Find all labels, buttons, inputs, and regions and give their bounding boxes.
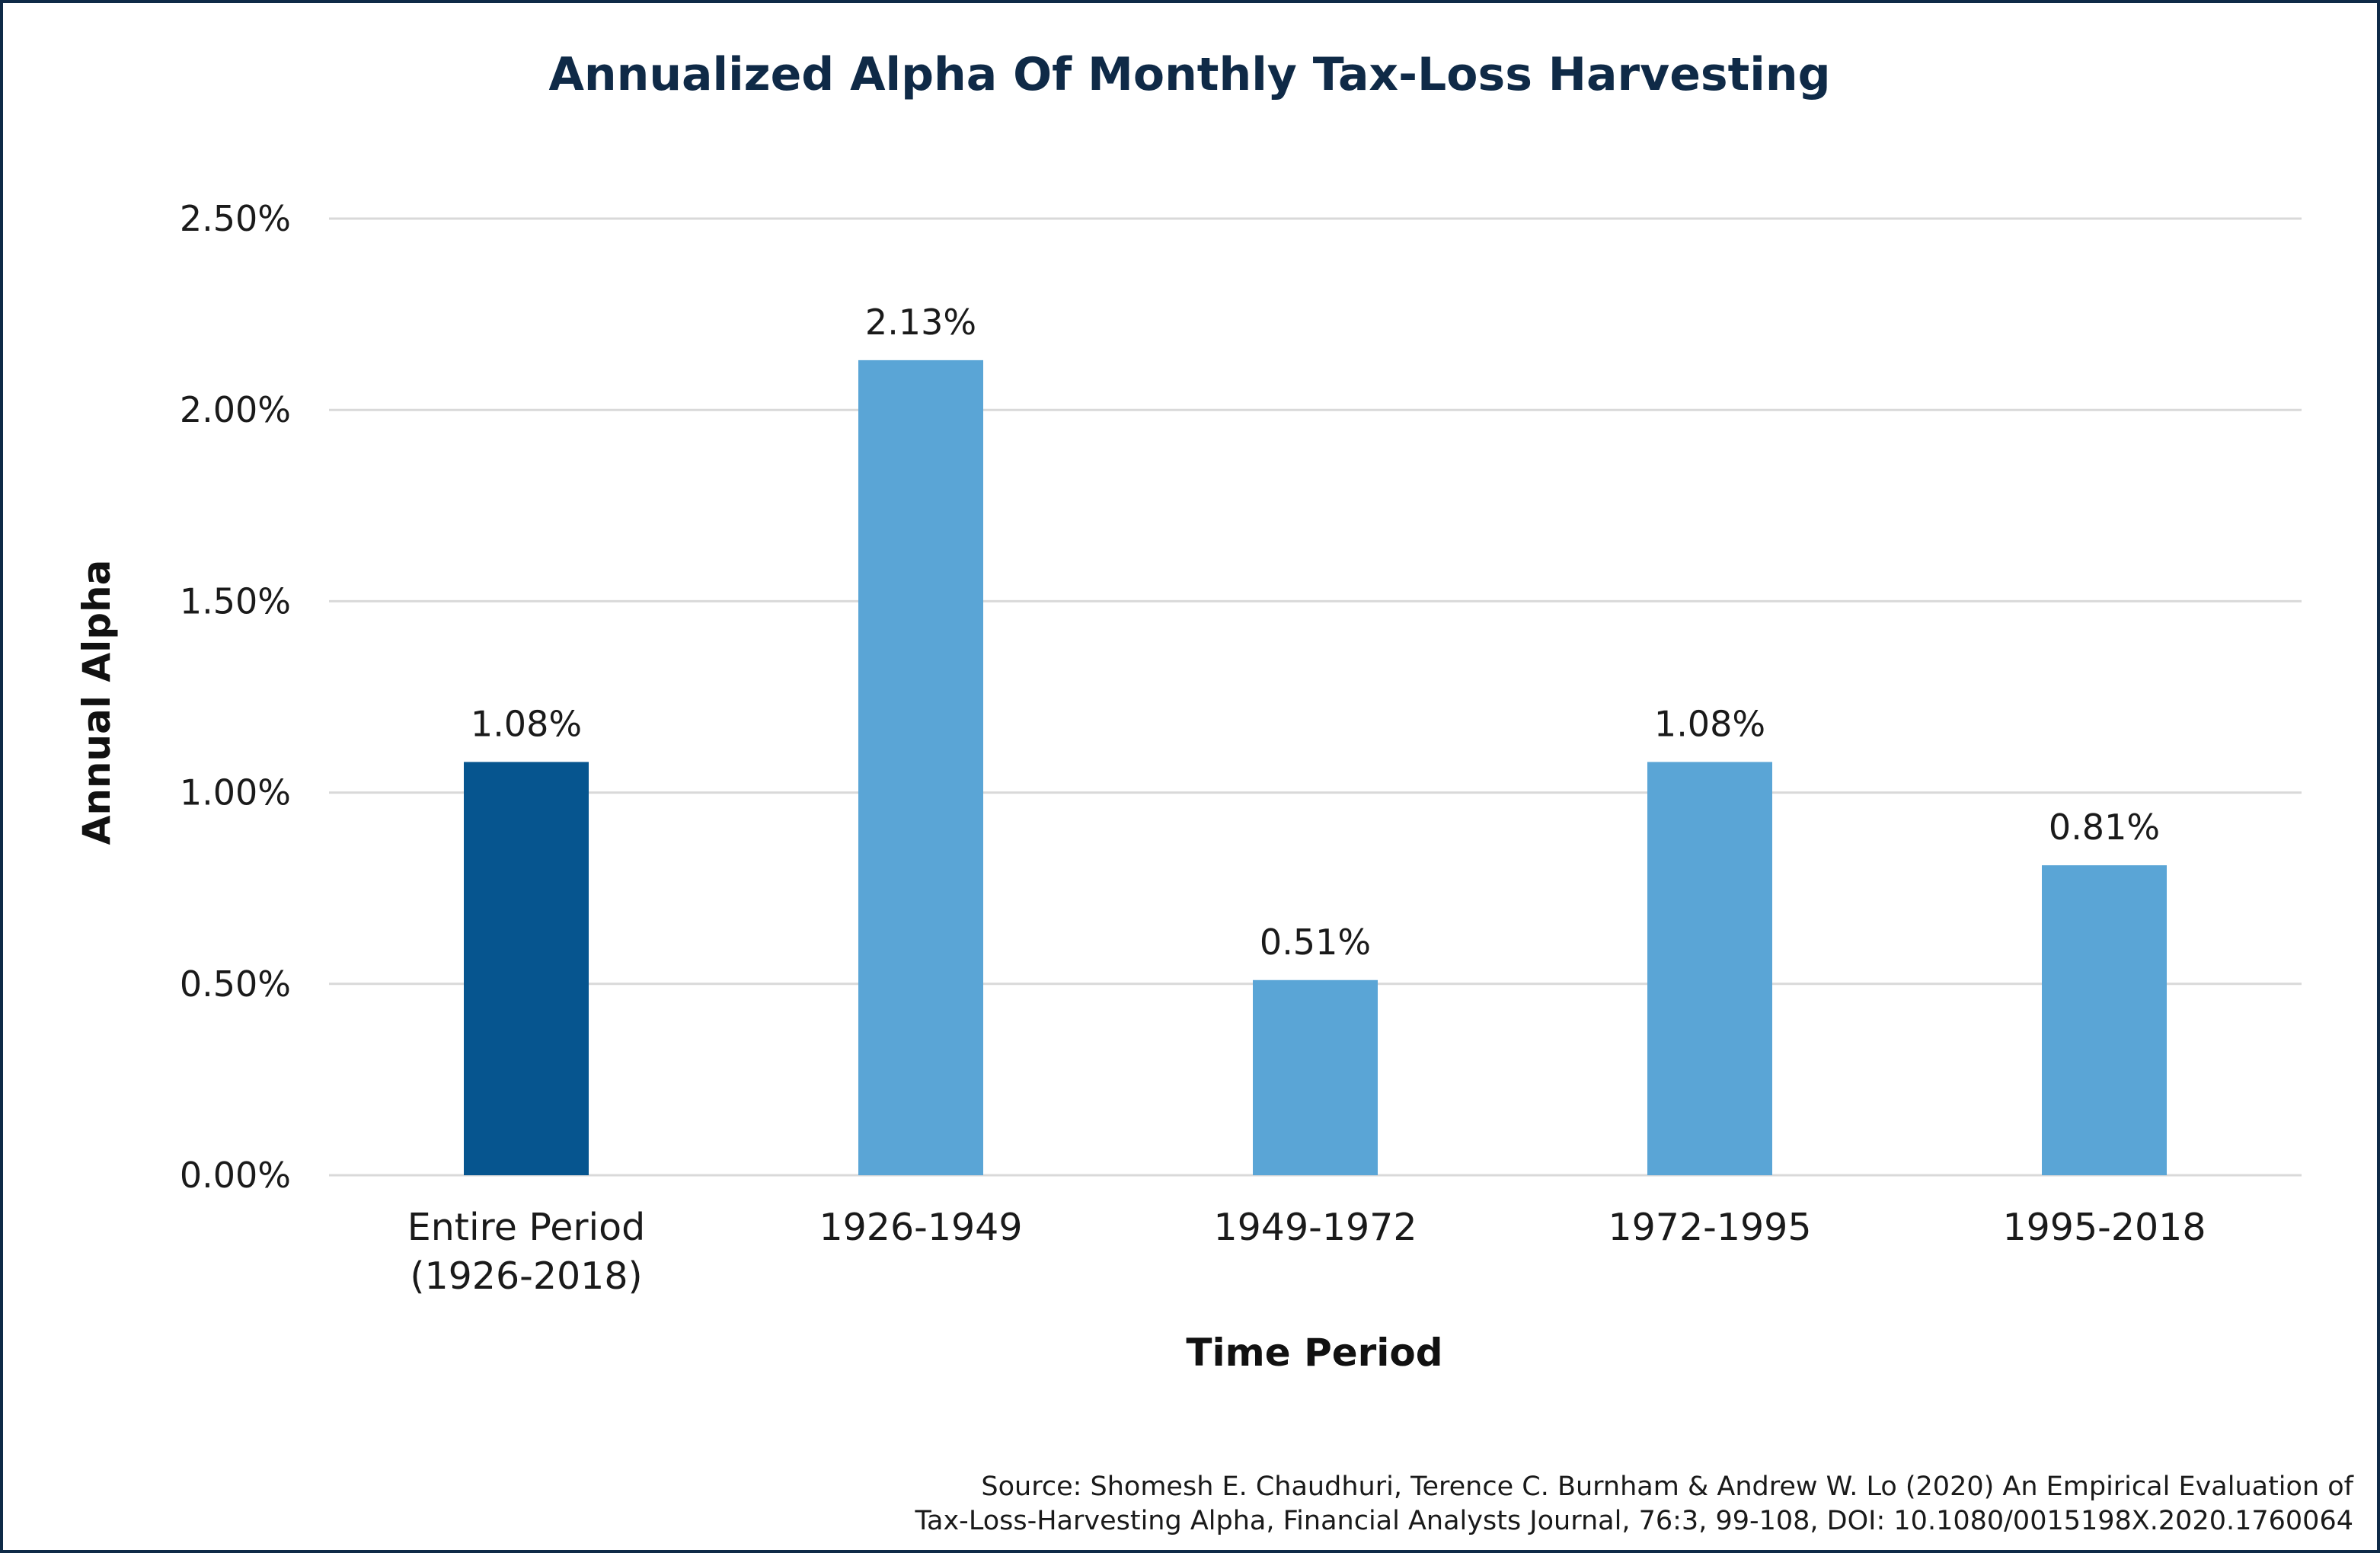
data-label: 2.13% <box>865 302 976 343</box>
x-tick-label: (1926-2018) <box>410 1254 642 1298</box>
x-tick-label: 1926-1949 <box>819 1206 1022 1249</box>
bar <box>858 359 983 1176</box>
x-tick-label: 1949-1972 <box>1213 1206 1417 1249</box>
y-tick-label: 2.50% <box>180 198 291 239</box>
gridlines <box>329 217 2302 1177</box>
y-tick-label: 2.00% <box>180 389 291 430</box>
y-axis-title: Annual Alpha <box>75 560 119 845</box>
data-label: 1.08% <box>1654 703 1765 744</box>
x-axis-categories: Entire Period (1926-2018) 1926-1949 1949-19… <box>407 1206 2206 1298</box>
y-axis-ticks: 0.00% 0.50% 1.00% 1.50% 2.00% 2.50% <box>180 198 291 1196</box>
x-tick-label: 1995-2018 <box>2002 1206 2206 1249</box>
bars <box>464 359 2167 1176</box>
data-label: 0.51% <box>1260 922 1371 963</box>
bar <box>1647 762 1772 1175</box>
y-tick-label: 1.00% <box>180 772 291 813</box>
data-labels: 1.08% 2.13% 0.51% 1.08% 0.81% <box>471 302 2160 963</box>
x-axis-title: Time Period <box>1186 1331 1442 1375</box>
bar <box>2042 865 2167 1175</box>
y-tick-label: 0.50% <box>180 963 291 1005</box>
y-tick-label: 1.50% <box>180 580 291 622</box>
bar <box>464 762 589 1175</box>
y-tick-label: 0.00% <box>180 1155 291 1196</box>
x-tick-label: 1972-1995 <box>1608 1206 1811 1249</box>
source-line-1: Source: Shomesh E. Chaudhuri, Terence C.… <box>981 1472 2353 1502</box>
x-tick-label: Entire Period <box>407 1206 645 1249</box>
source-line-2: Tax-Loss-Harvesting Alpha, Financial Ana… <box>914 1506 2353 1536</box>
data-label: 1.08% <box>471 703 582 744</box>
bar <box>1253 979 1378 1175</box>
chart-title: Annualized Alpha Of Monthly Tax-Loss Har… <box>548 48 1830 101</box>
data-label: 0.81% <box>2049 807 2160 848</box>
